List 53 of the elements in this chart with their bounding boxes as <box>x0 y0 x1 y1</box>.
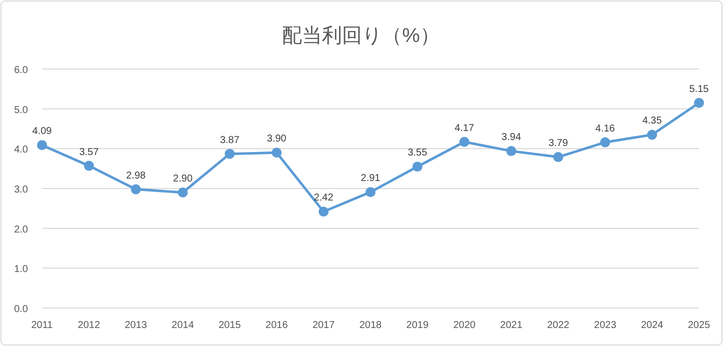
data-label: 2.90 <box>173 173 193 184</box>
point <box>84 160 94 171</box>
x-tick-label: 2025 <box>688 320 711 331</box>
y-tick-label: 2.0 <box>14 224 28 236</box>
x-tick-label: 2022 <box>547 320 570 331</box>
x-tick-label: 2018 <box>359 320 382 331</box>
point <box>553 152 564 162</box>
data-label: 3.87 <box>220 134 240 146</box>
x-tick-label: 2015 <box>218 320 242 331</box>
data-label: 3.94 <box>502 132 522 144</box>
x-tick-label: 2012 <box>78 320 100 331</box>
point <box>178 187 188 198</box>
point <box>37 140 47 150</box>
point <box>366 187 376 198</box>
title: 配当利回り（%） <box>282 25 440 47</box>
x-tick-label: 2019 <box>406 320 429 331</box>
data-label: 5.15 <box>689 84 710 95</box>
point <box>600 137 610 148</box>
y-tick-label: 0.0 <box>14 304 28 315</box>
x-tick-label: 2023 <box>594 320 617 331</box>
point <box>694 98 704 108</box>
data-label: 4.35 <box>642 116 662 127</box>
data-label: 4.16 <box>595 123 616 134</box>
data-label: 2.91 <box>360 173 381 184</box>
point <box>412 162 422 172</box>
x-tick-label: 2020 <box>453 320 476 331</box>
y-tick-label: 4.0 <box>14 144 28 156</box>
point <box>272 148 282 158</box>
y-tick-label: 3.0 <box>14 184 28 196</box>
data-label: 4.17 <box>454 122 475 134</box>
x-tick-label: 2021 <box>500 320 523 331</box>
point <box>130 184 141 194</box>
data-label: 2.98 <box>126 170 146 182</box>
x-tick-label: 2016 <box>266 320 288 331</box>
data-label: 4.09 <box>32 126 52 138</box>
y-tick-label: 6.0 <box>14 65 28 76</box>
data-label: 3.90 <box>266 134 287 145</box>
point <box>224 148 235 159</box>
point <box>459 136 470 147</box>
point <box>647 130 658 140</box>
x-tick-label: 2011 <box>31 320 54 331</box>
x-tick-label: 2014 <box>172 320 194 331</box>
point <box>506 146 516 156</box>
data-label: 3.57 <box>79 146 100 158</box>
x-tick-label: 2024 <box>640 320 664 331</box>
data-label: 2.42 <box>314 192 334 204</box>
y-tick-label: 1.0 <box>14 264 28 276</box>
x-tick-label: 2017 <box>312 320 336 331</box>
point <box>318 206 329 217</box>
x-tick-label: 2013 <box>124 320 148 331</box>
data-label: 3.79 <box>548 138 568 150</box>
data-label: 3.55 <box>408 148 428 159</box>
y-tick-label: 5.0 <box>14 104 28 116</box>
